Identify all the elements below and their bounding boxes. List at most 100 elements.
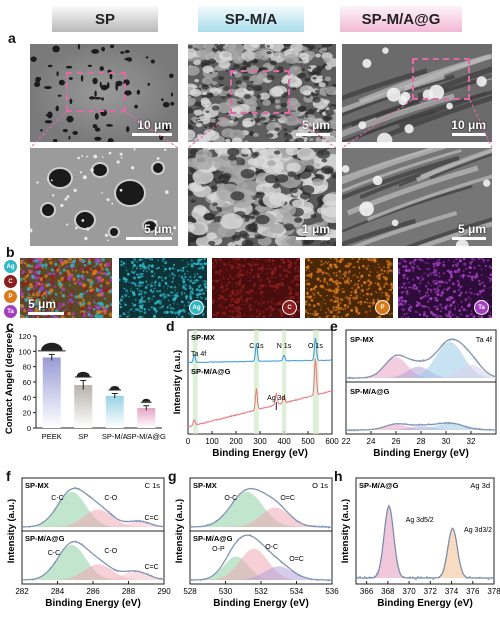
eds-map-ta: Ta xyxy=(398,258,492,318)
fit-peak xyxy=(190,491,332,527)
header-sp-mag-label: SP-M/A@G xyxy=(361,10,441,28)
chart-d-svg: 0 100 200 300 400 500 600 Binding Energy (eV) In… xyxy=(172,329,339,459)
header-sp-label: SP xyxy=(94,10,115,28)
x-tick-label: 528 xyxy=(183,587,197,596)
series-label: SP-M/A@G xyxy=(191,367,231,376)
eds-map-ag-badge-label: Ag xyxy=(192,304,201,311)
x-tick-label: 530 xyxy=(219,587,233,596)
x-tick-label: 368 xyxy=(381,587,395,596)
sem-spma-zoom-box xyxy=(230,70,290,114)
annotation-label: C-O xyxy=(104,495,117,502)
sem-spma-bottom-texture xyxy=(188,148,336,246)
eds-scalebar: 5 μm xyxy=(28,297,64,315)
annotation-label: Ag 3d3/2 xyxy=(464,527,492,534)
fit-peak xyxy=(356,506,494,578)
annotation-label: O-C xyxy=(224,495,237,502)
annotation-label: O=C xyxy=(280,495,295,502)
eds-map-p-badge: P xyxy=(375,300,390,315)
x-tick-label: 22 xyxy=(342,437,351,446)
eds-legend-c-label: C xyxy=(8,278,13,285)
x-tick-label: 500 xyxy=(301,437,315,446)
category-label: PEEK xyxy=(42,432,62,441)
water-droplet-icon xyxy=(109,386,120,390)
fit-envelope xyxy=(356,505,494,579)
header-sp-ma-label: SP-M/A xyxy=(224,10,278,28)
sem-spmag-top: 10 μm xyxy=(342,44,492,142)
sem-sp-top-scalebar: 10 μm xyxy=(132,118,172,136)
x-tick-label: 378 xyxy=(487,587,500,596)
x-axis-label: Binding Energy (eV) xyxy=(45,598,141,609)
y-tick-label: 100 xyxy=(18,347,31,356)
eds-legend-ta-label: Ta xyxy=(7,308,14,315)
eds-map-c-badge: C xyxy=(282,300,297,315)
chart-f: 282 284 286 288 290 Binding Energy (eV) Intens… xyxy=(0,472,171,619)
fit-peak xyxy=(346,364,496,378)
annotation-label: Ta 4f xyxy=(191,351,206,358)
raw-data-line xyxy=(189,534,333,582)
x-tick-label: 532 xyxy=(254,587,268,596)
x-tick-label: 30 xyxy=(442,437,451,446)
sem-spmag-bottom-texture xyxy=(342,148,492,246)
scalebar-label: 5 μm xyxy=(457,222,486,236)
scalebar-label: 5 μm xyxy=(143,222,172,236)
eds-map-p-badge-label: P xyxy=(380,304,385,311)
raw-data-line xyxy=(345,339,497,380)
annotation-label: C=C xyxy=(144,515,158,522)
water-droplet-icon xyxy=(76,371,90,377)
annotation-label: C-C xyxy=(51,495,63,502)
eds-map-ag: Ag xyxy=(119,258,207,318)
y-tick-label: 120 xyxy=(18,332,31,341)
series-label: SP-MX xyxy=(191,333,215,342)
fit-peak xyxy=(190,566,332,580)
sem-spmag-top-scalebar: 10 μm xyxy=(451,118,486,136)
plot-frame xyxy=(355,477,495,585)
chart-d: 0 100 200 300 400 500 600 Binding Energy (eV) In… xyxy=(168,322,339,472)
zoom-guide-lines xyxy=(29,99,493,149)
x-tick-label: 366 xyxy=(360,587,374,596)
fit-peak xyxy=(346,366,496,378)
bar xyxy=(42,357,61,428)
fit-peak xyxy=(22,509,164,527)
x-tick-label: 0 xyxy=(186,437,191,446)
sem-spmag-bottom-scalebar: 5 μm xyxy=(452,222,486,240)
annotation-label: N 1s xyxy=(277,343,292,350)
eds-legend-ag-label: Ag xyxy=(6,263,15,270)
series-label: SP-MX xyxy=(350,335,374,344)
header-sp-mag: SP-M/A@G xyxy=(340,6,462,32)
sem-spma-top: 5 μm xyxy=(188,44,336,142)
panel-letter-d: d xyxy=(166,318,175,334)
header-sp-ma: SP-M/A xyxy=(198,6,304,32)
x-tick-label: 600 xyxy=(325,437,339,446)
water-droplet-icon xyxy=(142,398,151,402)
peak-band xyxy=(312,330,319,434)
sem-spma-bottom: 1 μm xyxy=(188,148,336,246)
series-label: SP-MX xyxy=(25,481,49,490)
fit-peak xyxy=(22,571,164,580)
annotation-label: Ta 4f xyxy=(476,335,493,344)
raw-data-line xyxy=(189,488,333,529)
category-label: SP-M/A@G xyxy=(127,432,166,441)
annotation-label: O 1s xyxy=(308,343,323,350)
panel-letter-a: a xyxy=(8,30,16,46)
annotation-label: Ag 3d xyxy=(267,395,285,402)
eds-legend-ag: Ag xyxy=(4,260,17,273)
y-axis-label: Intensity (a.u.) xyxy=(340,499,351,563)
fit-peak xyxy=(190,548,332,580)
peak-band xyxy=(192,330,198,434)
series-label: SP-M/A@G xyxy=(359,481,399,490)
sem-sp-bottom-scalebar: 5 μm xyxy=(126,222,172,240)
sem-spmag-zoom-box xyxy=(412,58,470,100)
eds-map-ag-badge: Ag xyxy=(189,300,204,315)
fit-peak xyxy=(346,424,496,430)
spectrum-line xyxy=(187,337,332,364)
fit-peak xyxy=(22,544,164,580)
spectrum-line xyxy=(187,358,333,428)
annotation-label: Ag 3d5/2 xyxy=(406,517,434,524)
y-axis-label: Intensity (a.u.) xyxy=(174,499,185,563)
x-axis-label: Binding Energy (eV) xyxy=(377,598,473,609)
eds-legend-p: P xyxy=(4,290,17,303)
category-label: SP-M/A xyxy=(102,432,128,441)
fit-peak xyxy=(22,521,164,527)
x-tick-label: 26 xyxy=(392,437,401,446)
